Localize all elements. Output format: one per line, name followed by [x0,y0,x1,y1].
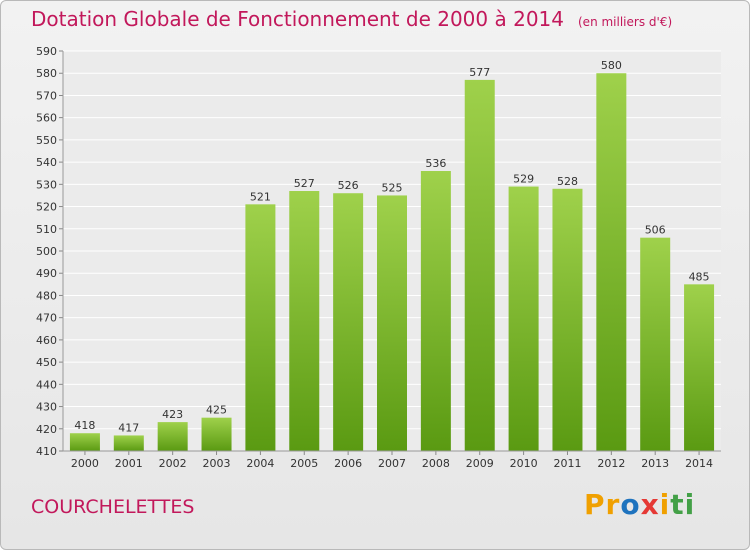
chart-title: Dotation Globale de Fonctionnement de 20… [31,7,672,31]
y-tick-label: 450 [36,356,57,369]
x-tick-label: 2009 [466,457,494,470]
y-tick-label: 410 [36,445,57,458]
data-label: 536 [425,157,446,170]
y-tick-label: 530 [36,178,57,191]
bar [684,284,715,451]
bar [596,73,627,451]
x-tick-label: 2003 [203,457,231,470]
x-tick-label: 2011 [553,457,581,470]
x-tick-label: 2012 [597,457,625,470]
y-tick-label: 500 [36,245,57,258]
x-tick-label: 2013 [641,457,669,470]
logo-letter: i [659,488,671,521]
logo-letter: o [620,488,641,521]
logo-letter: r [605,488,621,521]
bar [640,237,671,451]
data-label: 417 [118,421,139,434]
data-label: 485 [689,270,710,283]
logo-letter: x [640,488,660,521]
y-tick-label: 570 [36,89,57,102]
y-tick-label: 510 [36,223,57,236]
y-tick-label: 490 [36,267,57,280]
data-label: 418 [74,419,95,432]
x-tick-label: 2008 [422,457,450,470]
data-label: 506 [645,224,666,237]
data-label: 423 [162,408,183,421]
data-label: 529 [513,173,534,186]
bar [289,191,320,451]
bar [377,195,407,451]
data-label: 527 [294,177,315,190]
y-tick-label: 540 [36,156,57,169]
bar [201,417,232,451]
x-tick-label: 2004 [246,457,274,470]
data-label: 528 [557,175,578,188]
bar [464,79,495,451]
logo-letter: i [684,488,696,521]
commune-name: COURCHELETTES [31,496,195,518]
x-tick-label: 2001 [115,457,143,470]
x-tick-label: 2005 [290,457,318,470]
x-tick-label: 2014 [685,457,713,470]
y-tick-label: 480 [36,289,57,302]
data-label: 525 [382,181,403,194]
bar [552,188,583,451]
proxiti-logo[interactable]: Proxiti [584,488,695,521]
data-label: 577 [469,66,490,79]
logo-letter: t [670,488,685,521]
x-tick-label: 2010 [510,457,538,470]
y-tick-label: 590 [36,45,57,58]
chart-unit: (en milliers d'€) [578,15,673,29]
y-tick-label: 550 [36,134,57,147]
data-label: 521 [250,190,271,203]
data-label: 425 [206,404,227,417]
y-tick-label: 580 [36,67,57,80]
data-label: 526 [338,179,359,192]
y-tick-label: 430 [36,401,57,414]
y-tick-label: 420 [36,423,57,436]
x-tick-label: 2006 [334,457,362,470]
y-tick-label: 470 [36,312,57,325]
bar [333,193,364,451]
bar [420,171,451,451]
bar [245,204,276,451]
bar [508,186,539,452]
data-label: 580 [601,59,622,72]
bar [113,435,144,451]
y-tick-label: 460 [36,334,57,347]
x-tick-label: 2007 [378,457,406,470]
x-tick-label: 2000 [71,457,99,470]
y-tick-label: 520 [36,201,57,214]
logo-letter: P [584,488,606,521]
chart-title-text: Dotation Globale de Fonctionnement de 20… [31,7,564,31]
y-tick-label: 560 [36,112,57,125]
x-tick-label: 2002 [159,457,187,470]
bar [157,422,188,451]
bar [69,433,100,451]
y-tick-label: 440 [36,378,57,391]
